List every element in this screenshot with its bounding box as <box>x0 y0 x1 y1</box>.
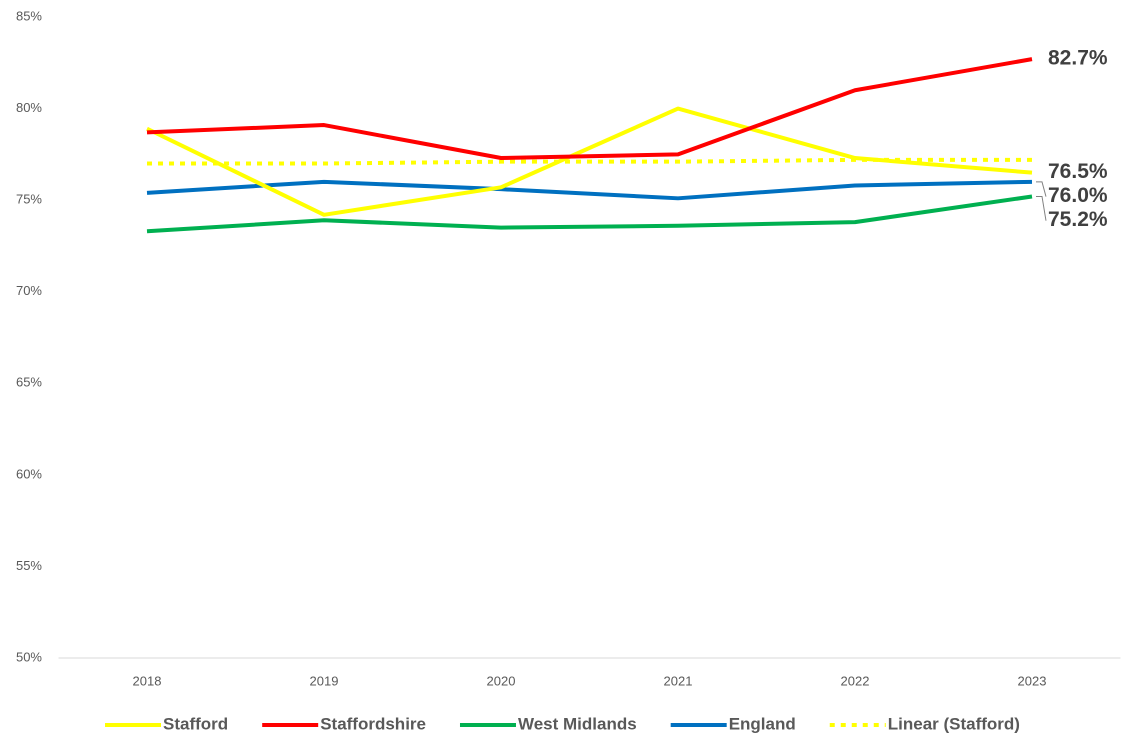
y-tick-label: 70% <box>16 283 42 298</box>
series-line <box>146 106 1033 217</box>
data-label: 76.0% <box>1048 184 1108 207</box>
leader-line <box>1036 181 1047 197</box>
legend-label: Linear (Stafford) <box>888 714 1020 733</box>
leader-line <box>1036 195 1047 221</box>
legend-label: West Midlands <box>518 714 637 733</box>
x-tick-label: 2018 <box>133 673 162 688</box>
legend-label: Staffordshire <box>320 714 426 733</box>
data-label: 75.2% <box>1048 208 1108 231</box>
data-label: 76.5% <box>1048 160 1108 183</box>
legend-item: England <box>670 714 796 733</box>
legend-label: England <box>729 714 796 733</box>
legend-label: Stafford <box>163 714 228 733</box>
x-tick-label: 2019 <box>310 673 339 688</box>
x-tick-label: 2020 <box>487 673 516 688</box>
y-tick-label: 55% <box>16 558 42 573</box>
legend-item: Stafford <box>105 714 228 733</box>
y-tick-label: 85% <box>16 8 42 23</box>
data-label: 82.7% <box>1048 47 1108 70</box>
x-tick-label: 2021 <box>664 673 693 688</box>
legend-item: Staffordshire <box>262 714 426 733</box>
y-tick-label: 65% <box>16 375 42 390</box>
series-line <box>146 57 1033 161</box>
x-tick-label: 2023 <box>1018 673 1047 688</box>
legend-item: Linear (Stafford) <box>829 714 1020 733</box>
y-tick-label: 50% <box>16 649 42 664</box>
series-line <box>146 179 1033 201</box>
x-tick-label: 2022 <box>841 673 870 688</box>
y-tick-label: 80% <box>16 100 42 115</box>
legend-item: West Midlands <box>459 714 637 733</box>
y-tick-label: 60% <box>16 466 42 481</box>
y-tick-label: 75% <box>16 192 42 207</box>
series-line <box>146 194 1033 234</box>
